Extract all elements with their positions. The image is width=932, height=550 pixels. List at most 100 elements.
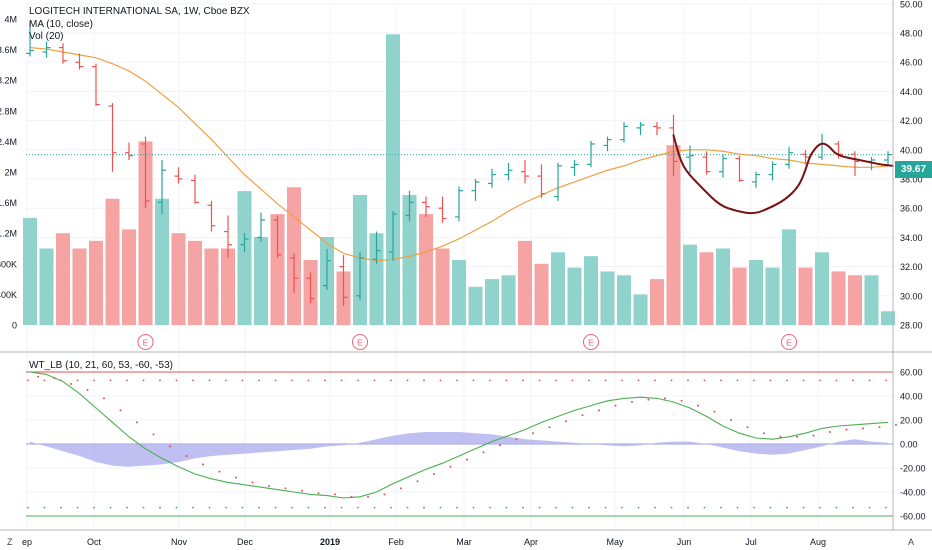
zoom-button[interactable]: Z xyxy=(7,537,13,547)
ohlc-bar xyxy=(719,154,727,178)
ohlc-bar xyxy=(768,161,777,181)
wt-area xyxy=(30,432,888,467)
wt2-dot xyxy=(878,426,881,429)
wt2-dot xyxy=(697,404,699,407)
symbol-title: LOGITECH INTERNATIONAL SA, 1W, Cboe BZX xyxy=(29,6,250,17)
oversold-dot xyxy=(769,506,772,509)
oversold-dot xyxy=(340,506,343,509)
overbought-dot xyxy=(654,379,656,382)
wt2-dot xyxy=(499,444,501,447)
overbought-dot xyxy=(456,379,458,382)
price-axis-label: 28.00 xyxy=(900,321,923,331)
overbought-dot xyxy=(885,379,887,382)
time-axis-label: Mar xyxy=(456,537,472,547)
overbought-dot xyxy=(373,379,376,382)
osc-axis-label: 20.00 xyxy=(900,416,923,426)
overbought-dot xyxy=(637,379,640,382)
overbought-dot xyxy=(76,379,79,382)
volume-axis-label: 400K xyxy=(0,290,17,300)
volume-axis-label: 2M xyxy=(4,168,17,178)
ohlc-bar xyxy=(785,146,793,169)
ohlc-bar xyxy=(884,151,892,165)
overbought-dot xyxy=(307,379,310,382)
oversold-dot xyxy=(390,506,392,509)
ohlc-bar xyxy=(587,141,595,168)
oversold-dot xyxy=(852,506,854,509)
volume-bar xyxy=(56,233,70,325)
price-bars[interactable] xyxy=(26,21,892,307)
ohlc-bar xyxy=(455,186,463,222)
oversold-dot xyxy=(571,506,574,509)
volume-bar xyxy=(369,233,384,325)
ohlc-bar xyxy=(141,136,150,209)
volume-bar xyxy=(468,286,483,325)
oversold-dot xyxy=(654,506,656,509)
volume-bar xyxy=(155,198,169,325)
oversold-dot xyxy=(736,506,739,509)
oversold-dot xyxy=(885,506,887,509)
ma-line xyxy=(29,47,889,262)
price-axis-label: 30.00 xyxy=(900,291,923,301)
time-axis-label: Nov xyxy=(171,537,188,547)
volume-bar xyxy=(600,271,615,325)
overbought-dot xyxy=(241,379,244,382)
time-axis-label: Jun xyxy=(677,537,692,547)
overbought-dot xyxy=(109,379,112,382)
volume-bar xyxy=(386,34,400,326)
overbought-dot xyxy=(720,379,722,382)
oversold-dot xyxy=(208,506,211,509)
oversold-dot xyxy=(835,506,838,509)
ohlc-bar xyxy=(42,41,51,58)
wt2-dot xyxy=(416,480,419,483)
earnings-label: E xyxy=(588,338,594,348)
earnings-marker: E xyxy=(137,334,154,350)
wt2-dot xyxy=(433,473,435,475)
ohlc-bar xyxy=(191,174,199,204)
oversold-dot xyxy=(819,506,821,509)
price-axis-label: 36.00 xyxy=(900,204,923,214)
auto-scale-button[interactable]: A xyxy=(908,537,915,547)
overbought-dot xyxy=(324,379,326,382)
oscillator-pane xyxy=(26,371,897,517)
ohlc-bar xyxy=(59,43,67,64)
oversold-dot xyxy=(241,506,244,509)
cup-pattern-drawing[interactable] xyxy=(672,134,894,215)
ohlc-bar xyxy=(108,103,117,172)
ohlc-bar xyxy=(818,133,826,161)
volume-bar xyxy=(666,145,681,325)
wt2-dot xyxy=(812,434,815,437)
overbought-dot xyxy=(571,379,574,382)
earnings-marker: E xyxy=(583,334,599,350)
ohlc-bar xyxy=(851,151,859,177)
volume-bar xyxy=(138,141,153,325)
osc-axis-label: -60.00 xyxy=(900,512,926,522)
wt2-dot xyxy=(515,438,518,441)
volume-bar xyxy=(815,252,829,325)
wt2-dot xyxy=(466,458,468,461)
oversold-dot xyxy=(307,506,310,509)
oversold-dot xyxy=(373,506,376,509)
oversold-dot xyxy=(456,506,458,509)
wt2-dot xyxy=(713,410,716,413)
wt2-dot xyxy=(202,463,204,466)
moving-average-layer xyxy=(29,47,889,262)
ohlc-bar xyxy=(636,122,645,136)
overbought-dot xyxy=(769,379,772,382)
oversold-dot xyxy=(274,506,277,509)
ohlc-bar xyxy=(422,196,430,217)
ohlc-bar xyxy=(273,215,282,258)
ohlc-bar xyxy=(653,122,661,136)
wt2-dot xyxy=(103,397,105,400)
earnings-circle xyxy=(137,334,154,350)
ohlc-bar xyxy=(686,145,694,174)
overbought-dot xyxy=(835,379,838,382)
overbought-dot xyxy=(687,379,689,382)
wt2-dot xyxy=(235,476,237,479)
ohlc-bar xyxy=(125,142,133,161)
oversold-dot xyxy=(258,506,260,509)
wt2-dot xyxy=(763,432,765,435)
wt2-dot xyxy=(268,485,270,487)
